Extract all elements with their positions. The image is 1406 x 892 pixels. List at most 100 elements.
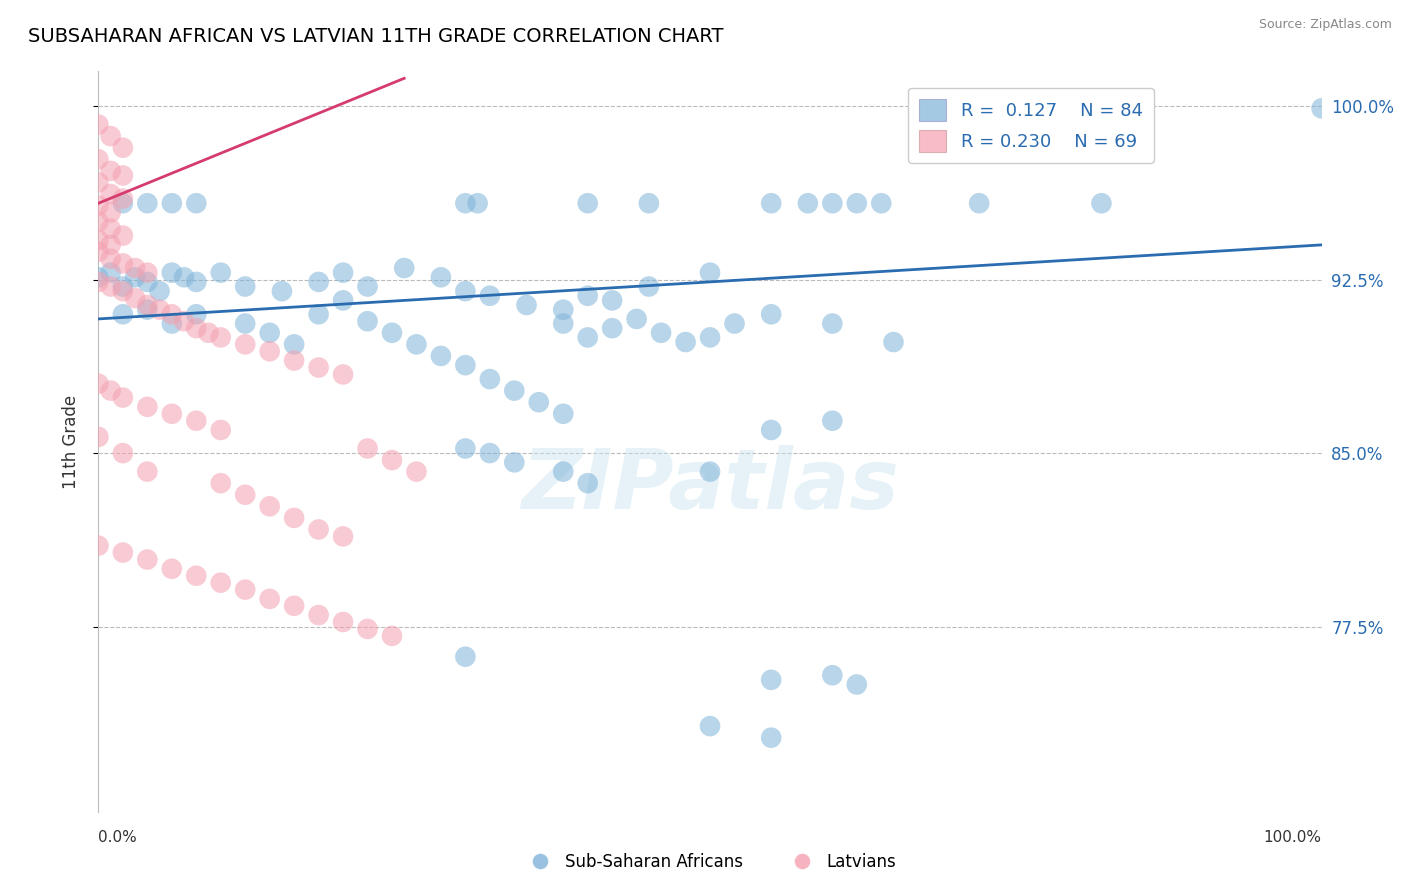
Point <box>283 511 305 525</box>
Point <box>600 321 623 335</box>
Point <box>124 270 146 285</box>
Point <box>356 314 378 328</box>
Point <box>149 302 172 317</box>
Point <box>111 192 134 206</box>
Point <box>405 465 427 479</box>
Point <box>136 266 159 280</box>
Point <box>136 400 159 414</box>
Point <box>233 488 256 502</box>
Point <box>100 221 122 235</box>
Point <box>136 552 159 566</box>
Point <box>845 196 868 211</box>
Point <box>699 266 721 280</box>
Point <box>821 196 844 211</box>
Point <box>160 317 183 331</box>
Point <box>136 196 159 211</box>
Point <box>233 337 256 351</box>
Point <box>186 414 208 428</box>
Point <box>454 358 477 372</box>
Point <box>821 414 844 428</box>
Point <box>87 153 110 167</box>
Point <box>259 344 281 359</box>
Point <box>821 668 844 682</box>
Point <box>87 198 110 212</box>
Point <box>233 317 256 331</box>
Point <box>638 196 661 211</box>
Point <box>503 455 526 469</box>
Point <box>100 164 122 178</box>
Point <box>797 196 820 211</box>
Point <box>503 384 526 398</box>
Point <box>197 326 219 340</box>
Point <box>761 673 783 687</box>
Point <box>283 353 305 368</box>
Point <box>576 330 599 344</box>
Point <box>87 244 110 259</box>
Point <box>870 196 893 211</box>
Point <box>149 284 172 298</box>
Point <box>553 465 575 479</box>
Point <box>136 298 159 312</box>
Legend: Sub-Saharan Africans, Latvians: Sub-Saharan Africans, Latvians <box>517 847 903 878</box>
Point <box>111 256 134 270</box>
Point <box>332 529 354 543</box>
Point <box>186 568 208 582</box>
Text: 0.0%: 0.0% <box>98 830 138 846</box>
Point <box>283 599 305 613</box>
Point <box>233 582 256 597</box>
Point <box>821 317 844 331</box>
Point <box>332 266 354 280</box>
Point <box>381 326 404 340</box>
Point <box>553 302 575 317</box>
Point <box>270 284 294 298</box>
Point <box>761 307 783 321</box>
Point <box>259 500 281 514</box>
Text: SUBSAHARAN AFRICAN VS LATVIAN 11TH GRADE CORRELATION CHART: SUBSAHARAN AFRICAN VS LATVIAN 11TH GRADE… <box>28 27 724 45</box>
Point <box>100 129 122 144</box>
Point <box>186 275 208 289</box>
Text: ZIPatlas: ZIPatlas <box>522 445 898 526</box>
Point <box>209 423 232 437</box>
Point <box>136 465 159 479</box>
Point <box>136 302 159 317</box>
Point <box>259 326 281 340</box>
Point <box>576 196 599 211</box>
Point <box>883 334 905 349</box>
Point <box>87 270 110 285</box>
Point <box>100 279 122 293</box>
Point <box>111 196 134 211</box>
Point <box>186 196 208 211</box>
Point <box>381 453 404 467</box>
Point <box>160 562 183 576</box>
Point <box>124 260 146 275</box>
Point <box>186 321 208 335</box>
Point <box>553 407 575 421</box>
Point <box>87 376 110 391</box>
Point <box>454 442 477 456</box>
Point <box>356 279 378 293</box>
Point <box>576 476 599 491</box>
Point <box>1310 101 1333 115</box>
Point <box>100 252 122 266</box>
Point <box>356 622 378 636</box>
Point <box>332 368 354 382</box>
Point <box>160 196 183 211</box>
Point <box>527 395 550 409</box>
Point <box>332 293 354 308</box>
Point <box>761 423 783 437</box>
Point <box>967 196 990 211</box>
Point <box>100 266 122 280</box>
Point <box>111 228 134 243</box>
Point <box>111 545 134 559</box>
Point <box>699 719 721 733</box>
Point <box>111 141 134 155</box>
Point <box>160 407 183 421</box>
Text: 100.0%: 100.0% <box>1264 830 1322 846</box>
Point <box>650 326 672 340</box>
Point <box>308 360 330 375</box>
Text: Source: ZipAtlas.com: Source: ZipAtlas.com <box>1258 18 1392 31</box>
Point <box>209 266 232 280</box>
Point <box>761 196 783 211</box>
Point <box>111 284 134 298</box>
Point <box>100 205 122 219</box>
